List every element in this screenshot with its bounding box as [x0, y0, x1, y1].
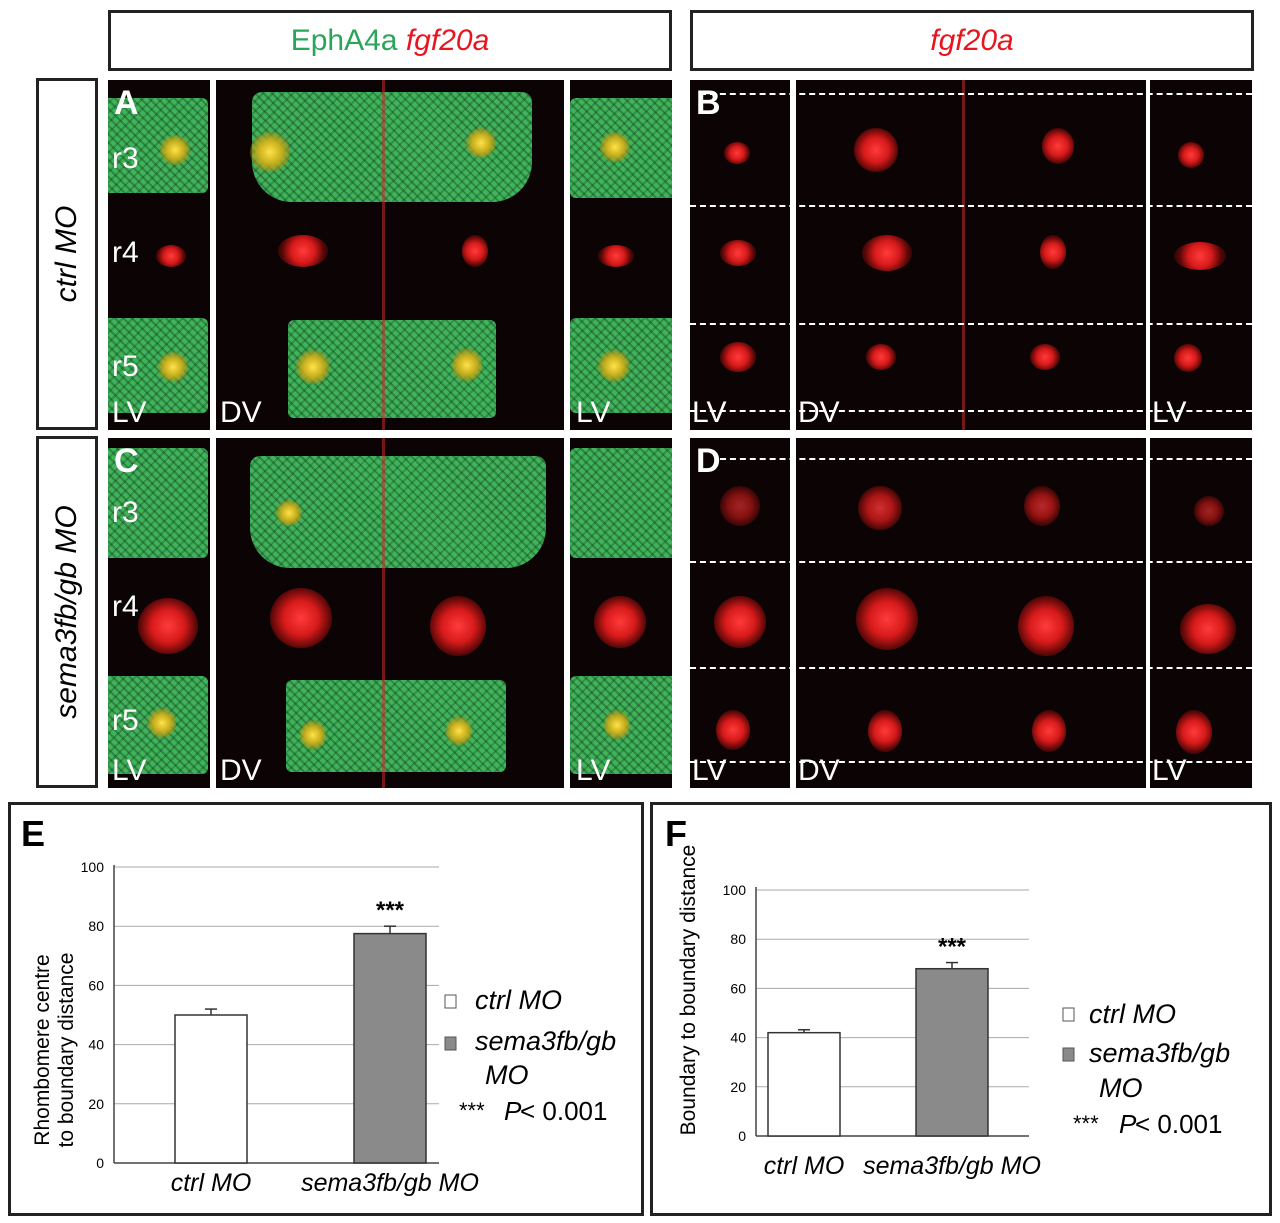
boundary-line	[690, 205, 1252, 207]
lv-label: LV	[576, 396, 611, 429]
dv-label: DV	[220, 396, 262, 429]
chart-e-pnote-stars: ***	[459, 1098, 485, 1123]
panel-a-lv-left	[108, 80, 210, 430]
chart-f-letter: F	[665, 813, 687, 854]
boundary-line	[700, 93, 1252, 95]
r5-label: r5	[112, 704, 139, 737]
significance-marker: ***	[938, 934, 967, 961]
chart-e-box: E Rhombomere centre to boundary distance…	[8, 802, 644, 1216]
panel-d-dv	[796, 438, 1146, 788]
lv-label: LV	[576, 754, 611, 787]
chart-e-ylabel-1: Rhombomere centre	[31, 954, 54, 1145]
boundary-line	[690, 667, 1252, 669]
panel-c-lv-right	[570, 438, 672, 788]
ytick-label: 20	[88, 1096, 104, 1112]
ytick-label: 40	[88, 1037, 104, 1053]
row-label-sema: sema3fb/gb MO	[36, 436, 98, 788]
panel-letter-c: C	[114, 442, 139, 480]
header-red-label: fgf20a	[405, 23, 490, 57]
ytick-label: 100	[81, 859, 105, 875]
r5-label: r5	[112, 350, 139, 383]
ytick-label: 20	[730, 1079, 746, 1095]
row-label-ctrl-text: ctrl MO	[50, 205, 83, 303]
lv-label: LV	[692, 396, 727, 429]
boundary-line	[690, 761, 1252, 763]
category-label: sema3fb/gb MO	[863, 1152, 1041, 1180]
chart-f-legend-2: sema3fb/gb	[1089, 1038, 1230, 1068]
r3-label: r3	[112, 142, 139, 175]
ytick-label: 100	[723, 882, 747, 898]
chart-f-box: F Boundary to boundary distance 0 20 40 60 8…	[650, 802, 1272, 1216]
significance-marker: ***	[376, 897, 405, 924]
panel-a-dv	[216, 80, 564, 430]
bar-sema	[353, 932, 427, 1164]
panel-b-dv	[796, 80, 1146, 430]
ytick-label: 0	[96, 1155, 104, 1171]
r4-label: r4	[112, 236, 139, 269]
boundary-line	[720, 458, 1252, 460]
bar-sema	[915, 967, 989, 1137]
category-label: ctrl MO	[764, 1152, 845, 1180]
chart-e: Rhombomere centre to boundary distance 0…	[31, 859, 616, 1197]
lv-label: LV	[112, 396, 147, 429]
header-right: fgf20a	[690, 10, 1254, 71]
panel-letter-d: D	[696, 442, 721, 480]
dv-label: DV	[798, 754, 840, 787]
boundary-line	[690, 561, 1252, 563]
panel-b-lv-right	[1150, 80, 1252, 430]
r4-label: r4	[112, 590, 139, 623]
header-right-label: fgf20a	[930, 23, 1014, 57]
ytick-label: 40	[730, 1030, 746, 1046]
legend-swatch-sema	[1062, 1047, 1075, 1062]
bar-ctrl	[174, 1014, 248, 1164]
chart-f-ylabel: Boundary to boundary distance	[677, 845, 700, 1136]
chart-e-legend-1: ctrl MO	[475, 985, 562, 1015]
ytick-label: 80	[88, 918, 104, 934]
legend-swatch-sema	[444, 1036, 457, 1051]
panel-b-lv-left	[690, 80, 790, 430]
lv-label: LV	[1152, 396, 1187, 429]
lv-label: LV	[1152, 754, 1187, 787]
header-green-label: EphA4a	[290, 23, 398, 57]
boundary-line	[690, 410, 1252, 412]
chart-e-legend-3: MO	[485, 1060, 529, 1090]
chart-e-ylabel-2: to boundary distance	[55, 953, 78, 1148]
legend-swatch-ctrl	[1062, 1007, 1075, 1022]
lv-label: LV	[112, 754, 147, 787]
ytick-label: 80	[730, 931, 746, 947]
panel-c-lv-left	[108, 438, 210, 788]
boundary-line	[690, 323, 1252, 325]
chart-e-pnote-rest: < 0.001	[520, 1096, 607, 1126]
ytick-label: 0	[738, 1128, 746, 1144]
chart-e-legend-2: sema3fb/gb	[475, 1026, 616, 1056]
chart-f-pnote-stars: ***	[1073, 1111, 1099, 1136]
row-label-sema-text: sema3fb/gb MO	[50, 505, 83, 719]
chart-e-letter: E	[21, 813, 46, 854]
chart-f: Boundary to boundary distance 0 20 40 60 80 1…	[677, 845, 1230, 1180]
chart-f-legend-3: MO	[1099, 1073, 1143, 1103]
row-label-ctrl: ctrl MO	[36, 78, 98, 430]
category-label: ctrl MO	[171, 1169, 252, 1197]
panel-c-dv	[216, 438, 564, 788]
dv-label: DV	[220, 754, 262, 787]
panel-letter-b: B	[696, 84, 721, 122]
chart-e-pnote-p: P	[504, 1096, 522, 1126]
dv-label: DV	[798, 396, 840, 429]
header-left: EphA4a fgf20a	[108, 10, 672, 71]
ytick-label: 60	[88, 977, 104, 993]
lv-label: LV	[692, 754, 727, 787]
chart-f-pnote-rest: < 0.001	[1135, 1109, 1222, 1139]
chart-f-pnote-p: P	[1119, 1109, 1137, 1139]
r3-label: r3	[112, 496, 139, 529]
panel-d-lv-left	[690, 438, 790, 788]
ytick-label: 60	[730, 980, 746, 996]
panel-a-lv-right	[570, 80, 672, 430]
panel-letter-a: A	[114, 84, 139, 122]
bar-ctrl	[767, 1031, 841, 1137]
panel-d-lv-right	[1150, 438, 1252, 788]
legend-swatch-ctrl	[444, 994, 457, 1009]
category-label: sema3fb/gb MO	[301, 1169, 479, 1197]
chart-f-legend-1: ctrl MO	[1089, 999, 1176, 1029]
